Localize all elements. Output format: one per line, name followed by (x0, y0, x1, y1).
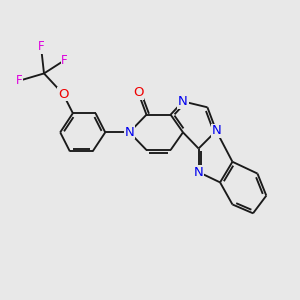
Text: N: N (194, 166, 203, 178)
Text: F: F (38, 40, 44, 53)
Text: O: O (133, 86, 143, 99)
Text: N: N (178, 95, 188, 108)
Text: N: N (212, 124, 221, 137)
Text: O: O (58, 88, 68, 100)
Text: N: N (124, 126, 134, 139)
Text: F: F (16, 74, 22, 87)
Text: F: F (61, 54, 68, 67)
